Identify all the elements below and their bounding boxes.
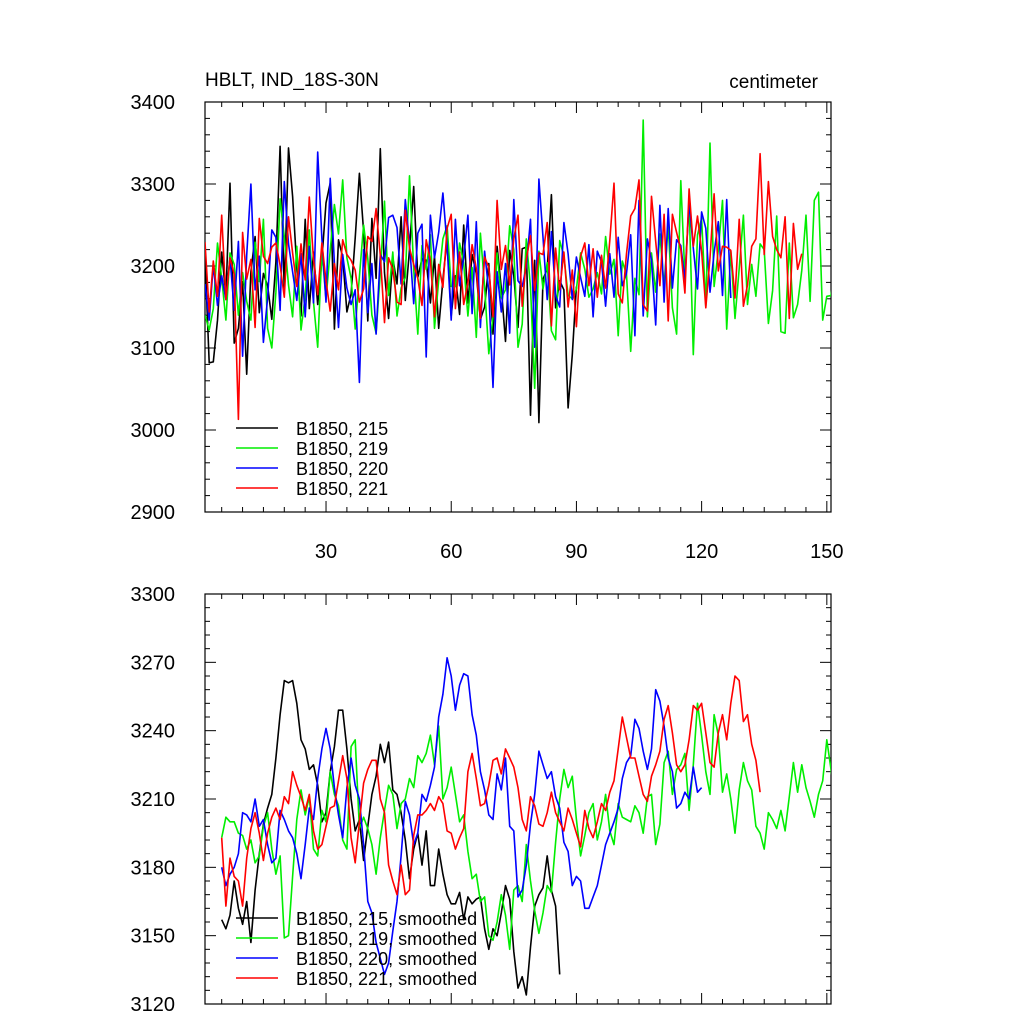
y-tick-label: 3400 [131,92,176,114]
x-tick-label: 90 [565,541,587,563]
legend-label: B1850, 215 [296,419,388,439]
series-line [220,675,761,907]
series-line [220,679,561,996]
series-line [205,152,803,421]
x-tick-label: 30 [315,541,337,563]
series-line [220,656,703,976]
series-line [205,119,831,390]
y-tick-label: 3150 [131,926,176,948]
x-tick-label: 150 [810,541,843,563]
legend-label: B1850, 215, smoothed [296,909,477,929]
y-tick-label: 3200 [131,256,176,278]
legend-label: B1850, 221, smoothed [296,969,477,989]
plot-frame [204,101,832,513]
legend-label: B1850, 221 [296,479,388,499]
y-tick-label: 3300 [131,584,176,606]
y-tick-label: 3000 [131,420,176,442]
legend-label: B1850, 219 [296,439,388,459]
y-tick-label: 3210 [131,789,176,811]
hblt-smoothed-chart: 3120 3150 3180 3210 3240 3270 3300 B1850, 215, … [131,584,832,1016]
y-tick-label: 2900 [131,502,176,524]
x-tick-label: 120 [685,541,718,563]
x-tick-label: 60 [440,541,462,563]
chart-title: HBLT, IND_18S-30N [205,70,379,91]
series-line [220,702,831,951]
series-line [205,151,732,389]
legend-label: B1850, 220 [296,459,388,479]
y-tick-label: 3180 [131,857,176,879]
series-group [205,119,831,424]
y-tick-label: 3270 [131,652,176,674]
y-tick-label: 3120 [131,994,176,1016]
y-tick-label: 3300 [131,174,176,196]
legend-label: B1850, 219, smoothed [296,929,477,949]
legend-label: B1850, 220, smoothed [296,949,477,969]
series-group [220,656,831,996]
y-tick-label: 3240 [131,721,176,743]
units-label: centimeter [729,72,818,93]
y-tick-label: 3100 [131,338,176,360]
hblt-raw-chart: 2900 3000 3100 3200 3300 3400 30 60 90 120 150 HBLT… [131,70,844,563]
